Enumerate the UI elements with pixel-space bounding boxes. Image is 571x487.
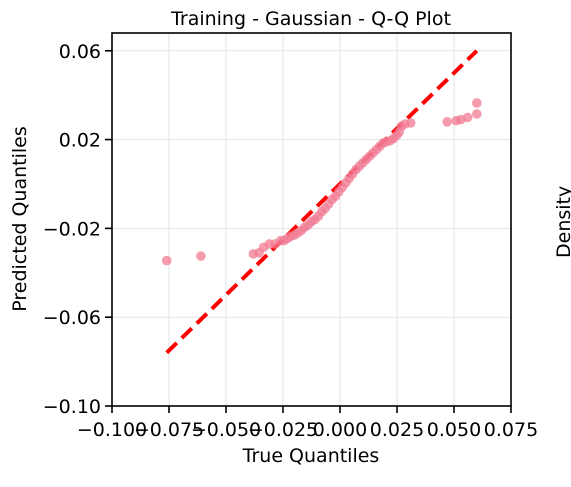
data-points [161,98,482,266]
y-tick-label: −0.02 [43,218,101,240]
data-point [442,117,452,127]
data-point [462,112,473,123]
data-point [472,109,482,119]
x-axis-label: True Quantiles [242,445,380,467]
data-point [196,251,206,261]
y-tick-label: −0.06 [43,307,101,329]
x-tick-label: −0.100 [77,419,147,441]
y-axis-label: Predicted Quantiles [9,126,31,312]
y-axis: −0.10 −0.06 −0.02 0.02 0.06 [43,41,112,418]
x-tick-label: 0.025 [370,419,424,441]
x-tick-label: 0.075 [484,419,538,441]
plot-frame [111,32,512,407]
reference-line-group [165,49,479,355]
data-point [472,98,482,108]
x-tick-label: −0.050 [191,419,261,441]
x-tick-label: −0.025 [248,419,318,441]
y-tick-label: −0.10 [43,396,101,418]
x-tick-label: 0.050 [427,419,481,441]
y-tick-label: 0.06 [59,41,101,63]
data-point [405,118,416,128]
reference-line [165,49,479,355]
x-tick-label: 0.000 [313,419,367,441]
neighbor-chart-label: Density [553,186,571,258]
data-point [161,255,172,266]
chart-title: Training - Gaussian - Q-Q Plot [170,8,451,30]
y-tick-label: 0.02 [59,130,101,152]
grid-lines [111,33,512,407]
x-tick-label: −0.075 [134,419,204,441]
